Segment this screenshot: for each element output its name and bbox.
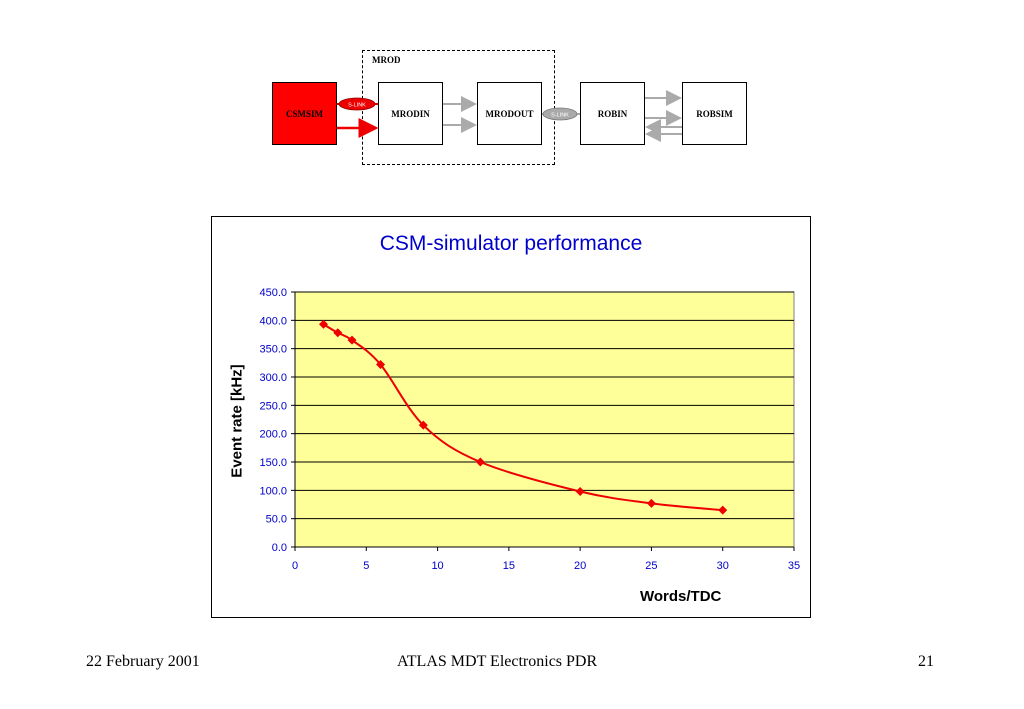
x-tick-label: 10	[431, 560, 443, 572]
plot-area	[294, 291, 795, 548]
robin-label: ROBIN	[597, 108, 628, 119]
mrodout-box: MRODOUT	[477, 82, 542, 145]
y-tick-label: 250.0	[259, 400, 287, 412]
footer-title: ATLAS MDT Electronics PDR	[397, 653, 598, 670]
data-point-marker	[333, 328, 343, 338]
x-tick-label: 15	[503, 560, 515, 572]
y-tick-label: 400.0	[259, 315, 287, 327]
x-tick-label: 35	[788, 560, 800, 572]
y-tick-label: 350.0	[259, 344, 287, 356]
mrodin-box: MRODIN	[378, 82, 443, 145]
data-point-marker	[347, 335, 357, 345]
x-tick-label: 20	[574, 560, 586, 572]
csmsim-label: CSMSIM	[285, 108, 323, 119]
data-point-marker	[575, 486, 585, 496]
mrodout-label: MRODOUT	[485, 108, 534, 119]
y-tick-label: 50.0	[266, 514, 287, 526]
slink-label-1: S-LINK	[348, 103, 366, 109]
x-tick-label: 25	[645, 560, 657, 572]
y-tick-label: 300.0	[259, 372, 287, 384]
robsim-box: ROBSIM	[682, 82, 747, 145]
y-tick-label: 450.0	[259, 287, 287, 299]
y-tick-label: 200.0	[259, 429, 287, 441]
robsim-label: ROBSIM	[696, 108, 733, 119]
x-tick-label: 0	[292, 560, 298, 572]
y-tick-label: 0.0	[272, 542, 287, 554]
mrodin-label: MRODIN	[391, 108, 430, 119]
data-point-marker	[376, 360, 386, 370]
csmsim-box: CSMSIM	[272, 82, 337, 145]
footer-page-number: 21	[918, 653, 934, 670]
x-tick-label: 5	[363, 560, 369, 572]
data-point-marker	[319, 319, 329, 329]
x-axis-label: Words/TDC	[640, 588, 722, 605]
robin-box: ROBIN	[580, 82, 645, 145]
slink-label-2: S-LINK	[551, 113, 569, 119]
mrodout-slink-connector: S-LINK	[542, 107, 580, 121]
y-tick-label: 150.0	[259, 457, 287, 469]
csmsim-slink-connector: S-LINK	[337, 97, 378, 111]
mrod-label: MROD	[372, 55, 401, 65]
data-point-marker	[475, 457, 485, 467]
data-point-marker	[646, 498, 656, 508]
data-point-marker	[718, 505, 728, 515]
chart-title: CSM-simulator performance	[379, 232, 643, 255]
series-line	[323, 323, 723, 512]
x-tick-label: 30	[717, 560, 729, 572]
y-tick-label: 100.0	[259, 485, 287, 497]
footer-date: 22 February 2001	[86, 653, 200, 670]
diagram-arrows: S-LINK S-LINK	[337, 90, 682, 142]
data-point-marker	[418, 420, 428, 430]
